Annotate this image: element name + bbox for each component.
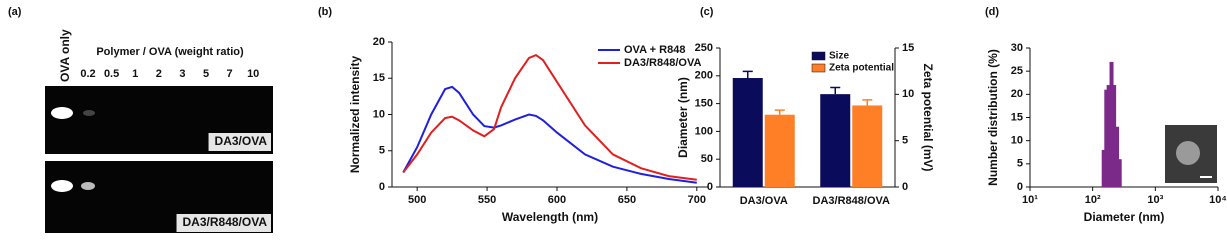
panel-label: (a) [8, 6, 22, 18]
lane-label: 5 [203, 68, 209, 80]
lane-label: 7 [227, 68, 233, 80]
x-tick-label: 650 [618, 194, 636, 206]
legend-swatch [811, 63, 826, 73]
legend-label: Size [829, 51, 849, 62]
y-tick-label: 20 [1011, 88, 1023, 100]
y-tick-label: 0 [1017, 181, 1023, 193]
y-tick-label: 20 [373, 36, 385, 48]
bar [1115, 126, 1120, 187]
gel-label: DA3/R848/OVA [183, 215, 268, 229]
y-tick-label: 5 [1017, 158, 1023, 170]
legend-swatch [811, 51, 826, 61]
tem-particle [1176, 141, 1200, 165]
lane-label: 0.2 [80, 68, 95, 80]
lane-label: 10 [247, 68, 259, 80]
bar [1101, 149, 1106, 187]
bar [732, 78, 763, 187]
y-tick-label: 5 [379, 145, 385, 157]
x-tick-label: 10² [1085, 194, 1101, 206]
y-axis-label: Number distribution (%) [986, 49, 1000, 186]
x-tick-label: 10⁴ [1209, 194, 1227, 206]
y-tick-label: 15 [373, 72, 385, 84]
x-tick-label: 700 [688, 194, 706, 206]
y-tick-label: 50 [701, 153, 713, 165]
bar [1104, 89, 1109, 187]
lane-title: Polymer / OVA (weight ratio) [96, 46, 244, 58]
gel-band [81, 182, 95, 190]
y-tick-label: 10 [1011, 135, 1023, 147]
y2-tick-label: 10 [902, 88, 914, 100]
y-tick-label: 0 [379, 181, 385, 193]
error-bar [774, 109, 785, 115]
bar [1112, 85, 1117, 187]
bar [1117, 159, 1122, 187]
gel-label: DA3/OVA [215, 134, 268, 148]
y-tick-label: 30 [1011, 42, 1023, 54]
legend-label: Zeta potential [829, 63, 894, 74]
y-axis-label: Diameter (nm) [676, 77, 690, 158]
x-tick-label: 600 [548, 194, 566, 206]
gel-label-box [176, 214, 271, 232]
y-tick-label: 100 [695, 125, 713, 137]
bar [820, 94, 851, 187]
x-axis-label: Diameter (nm) [1084, 210, 1165, 224]
x-tick-label: 550 [478, 194, 496, 206]
y-tick-label: 0 [707, 181, 713, 193]
lane-label: 3 [179, 68, 185, 80]
bar [764, 114, 795, 187]
bar [1106, 85, 1111, 187]
gel-band [51, 107, 73, 119]
error-bar [862, 99, 873, 106]
y-tick-label: 200 [695, 70, 713, 82]
y2-tick-label: 5 [902, 135, 908, 147]
panel-label: (d) [985, 6, 999, 18]
line-series [402, 85, 697, 184]
x-tick-label: DA3/OVA [740, 195, 788, 207]
x-tick-label: DA3/R848/OVA [813, 195, 890, 207]
x-tick-label: 500 [408, 194, 426, 206]
y2-tick-label: 15 [902, 42, 914, 54]
lane-label: 1 [132, 68, 138, 80]
error-bar [830, 86, 841, 95]
panel-label: (c) [700, 6, 714, 18]
panel-label: (b) [318, 6, 332, 18]
x-tick-label: 10¹ [1022, 194, 1038, 206]
lane-label: 0.5 [104, 68, 119, 80]
y2-axis-label: Zeta potential (mV) [921, 63, 935, 171]
legend-label: OVA + R848 [624, 44, 685, 56]
y-axis-label: Normalized intensity [348, 55, 362, 173]
gel-label-box [208, 133, 271, 151]
gel-band [83, 110, 95, 116]
error-bar [742, 70, 753, 79]
bar [1109, 61, 1114, 187]
y-tick-label: 150 [695, 98, 713, 110]
gel-band [51, 180, 73, 192]
y-tick-label: 15 [1011, 111, 1023, 123]
bar [852, 105, 883, 187]
y-tick-label: 10 [373, 108, 385, 120]
y-tick-label: 25 [1011, 65, 1023, 77]
y2-tick-label: 0 [902, 181, 908, 193]
line-series [402, 53, 697, 181]
lane-label: 2 [156, 68, 162, 80]
x-tick-label: 10³ [1147, 194, 1163, 206]
legend-label: DA3/R848/OVA [624, 57, 701, 69]
y-tick-label: 250 [695, 42, 713, 54]
control-label: OVA only [58, 29, 72, 82]
x-axis-label: Wavelength (nm) [502, 210, 598, 224]
